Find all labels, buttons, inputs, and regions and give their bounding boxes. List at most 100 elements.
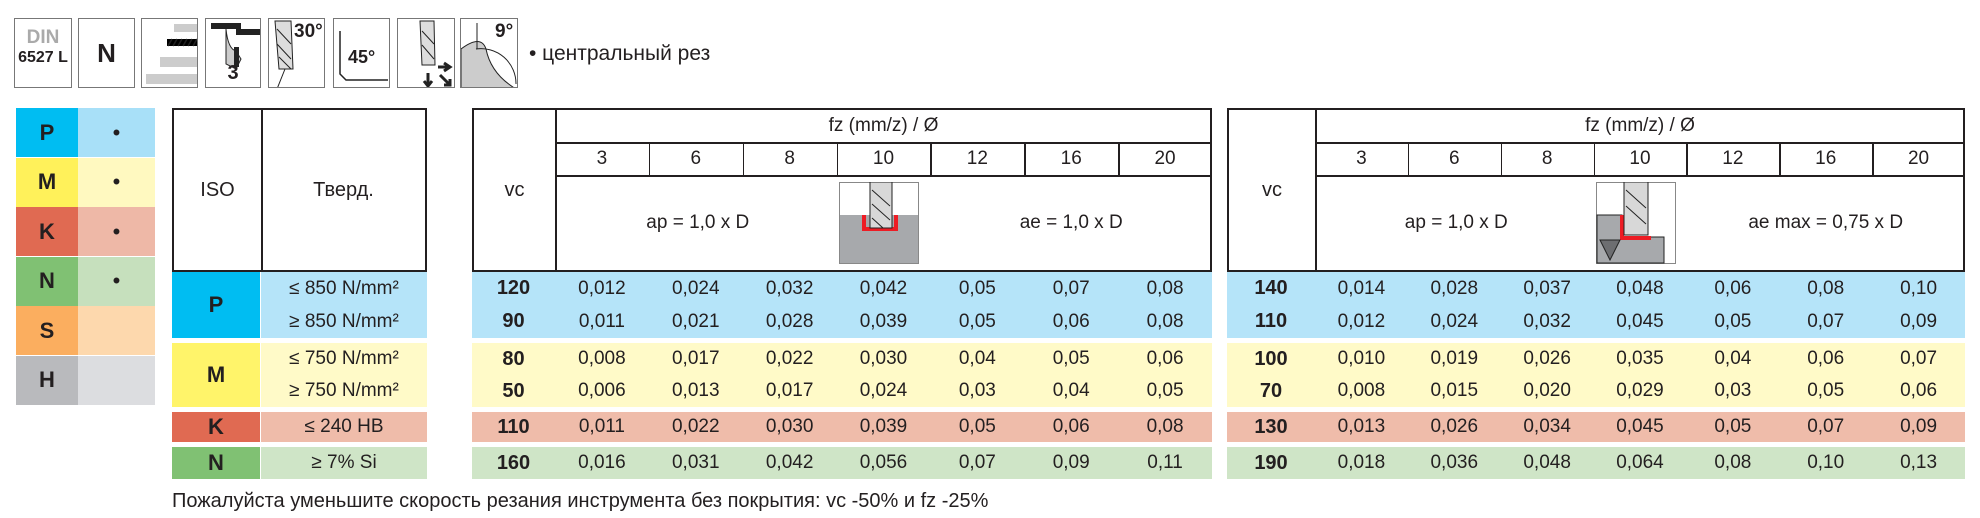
fz-value: 0,08: [1714, 452, 1752, 473]
fz-value: 0,07: [1807, 310, 1845, 332]
fz-value: 0,032: [1523, 310, 1571, 332]
relief-angle: 9°: [495, 21, 514, 42]
fz-value: 0,037: [1523, 277, 1571, 299]
fz-value: 0,013: [1337, 416, 1386, 437]
legend-applicability-mark: •: [78, 108, 155, 157]
fz-value: 0,03: [958, 380, 996, 401]
fz-value: 0,020: [1523, 380, 1571, 401]
diameter-16: 16: [1060, 148, 1082, 169]
fz-value: 0,012: [1337, 310, 1386, 332]
hardness-value: ≤ 850 N/mm²: [289, 277, 399, 299]
fz-value: 0,028: [1430, 277, 1479, 299]
fz-value: 0,019: [1430, 348, 1479, 369]
divider: [1779, 143, 1781, 175]
fz-value: 0,04: [1714, 348, 1752, 369]
vc-header: vc: [1262, 178, 1282, 201]
legend-row-p: P •: [16, 108, 155, 157]
legend-code: H: [16, 355, 78, 405]
hardness-value: ≤ 240 HB: [304, 416, 384, 437]
diameter-10: 10: [1629, 148, 1651, 169]
fz-value: 0,13: [1900, 452, 1938, 473]
divider: [1118, 143, 1120, 175]
fz-value: 0,006: [578, 380, 626, 401]
tool-type-n-icon: N: [78, 18, 135, 88]
divider: [648, 143, 651, 175]
fz-value: 0,008: [1337, 380, 1386, 401]
divider: [555, 110, 557, 270]
fz-value: 0,04: [958, 348, 996, 369]
fz-value: 0,008: [578, 348, 626, 369]
fz-value: 0,05: [1714, 416, 1752, 437]
fz-value: 0,05: [1146, 380, 1184, 401]
data-row-bg: [1227, 343, 1965, 375]
fz-value: 0,022: [765, 348, 814, 369]
vc-value: 110: [1254, 310, 1288, 332]
fz-value: 0,024: [671, 277, 720, 299]
ae-value: ae max = 0,75 x D: [1748, 212, 1904, 233]
hardness-value: ≥ 850 N/mm²: [289, 310, 399, 332]
fz-value: 0,012: [578, 277, 626, 299]
fz-header: fz (mm/z) / Ø: [1585, 115, 1695, 136]
fz-value: 0,10: [1900, 277, 1938, 299]
divider: [1593, 143, 1596, 175]
cutting-data-header-2: vc fz (mm/z) / Ø 3 6 8 10 12 16 20 ap = 1,0 x D ae…: [1227, 108, 1965, 272]
fz-value: 0,056: [859, 452, 908, 473]
side-milling-icon: [1595, 181, 1676, 264]
data-row-bg: [1227, 305, 1965, 338]
fz-value: 0,06: [1900, 380, 1938, 401]
fz-header: fz (mm/z) / Ø: [828, 115, 939, 136]
divider: [555, 175, 1210, 177]
fz-value: 0,09: [1052, 452, 1090, 473]
shank-tolerance-icon: [141, 18, 198, 88]
hardness-header: Тверд.: [313, 178, 374, 201]
diameter-6: 6: [690, 148, 702, 169]
fz-value: 0,024: [859, 380, 908, 401]
legend-applicability-mark: •: [78, 207, 155, 256]
diameter-3: 3: [596, 148, 608, 169]
iso-hardness-header: ISO Тверд.: [172, 108, 427, 272]
data-row-bg: [472, 375, 1212, 407]
fz-value: 0,09: [1900, 310, 1938, 332]
divider: [1500, 143, 1503, 175]
divider: [1315, 110, 1317, 270]
legend-code: M: [16, 157, 78, 207]
fz-value: 0,10: [1807, 452, 1845, 473]
fz-value: 0,09: [1900, 416, 1938, 437]
legend-code: K: [16, 207, 78, 256]
relief-angle-icon: 9°: [460, 18, 518, 88]
chamfer-45-icon: 45°: [333, 18, 390, 88]
fz-value: 0,018: [1337, 452, 1386, 473]
fz-value: 0,07: [1807, 416, 1845, 437]
fz-value: 0,039: [859, 416, 908, 437]
fz-value: 0,05: [958, 416, 996, 437]
fz-value: 0,013: [671, 380, 720, 401]
footer-note: Пожалуйста уменьшите скорость резания ин…: [172, 490, 989, 512]
fz-value: 0,05: [958, 310, 996, 332]
fz-value: 0,06: [1052, 416, 1090, 437]
diameter-20: 20: [1907, 148, 1930, 169]
data-row-bg: [1227, 272, 1965, 305]
fz-value: 0,022: [671, 416, 720, 437]
fz-value: 0,064: [1616, 452, 1664, 473]
legend-applicability-mark: [78, 355, 155, 405]
hardness-value: ≤ 750 N/mm²: [289, 348, 399, 369]
ae-value: ae = 1,0 x D: [1019, 212, 1123, 233]
fz-value: 0,04: [1052, 380, 1090, 401]
fz-value: 0,048: [1616, 277, 1664, 299]
divider: [1315, 175, 1963, 177]
fz-value: 0,016: [578, 452, 626, 473]
diameter-12: 12: [1722, 148, 1744, 169]
fz-value: 0,05: [1714, 310, 1752, 332]
fz-value: 0,06: [1807, 348, 1845, 369]
iso-header: ISO: [200, 178, 235, 201]
vc-value: 140: [1254, 277, 1288, 299]
center-cut-note: • центральный рез: [529, 42, 711, 65]
diameter-8: 8: [784, 148, 795, 169]
plunge-direction-icon: [397, 18, 455, 88]
fz-value: 0,07: [1900, 348, 1938, 369]
fz-value: 0,05: [958, 277, 996, 299]
iso-group-n: N: [172, 447, 260, 479]
ap-value: ap = 1,0 x D: [646, 212, 750, 233]
vc-value: 80: [502, 347, 525, 370]
vc-value: 160: [496, 451, 531, 474]
